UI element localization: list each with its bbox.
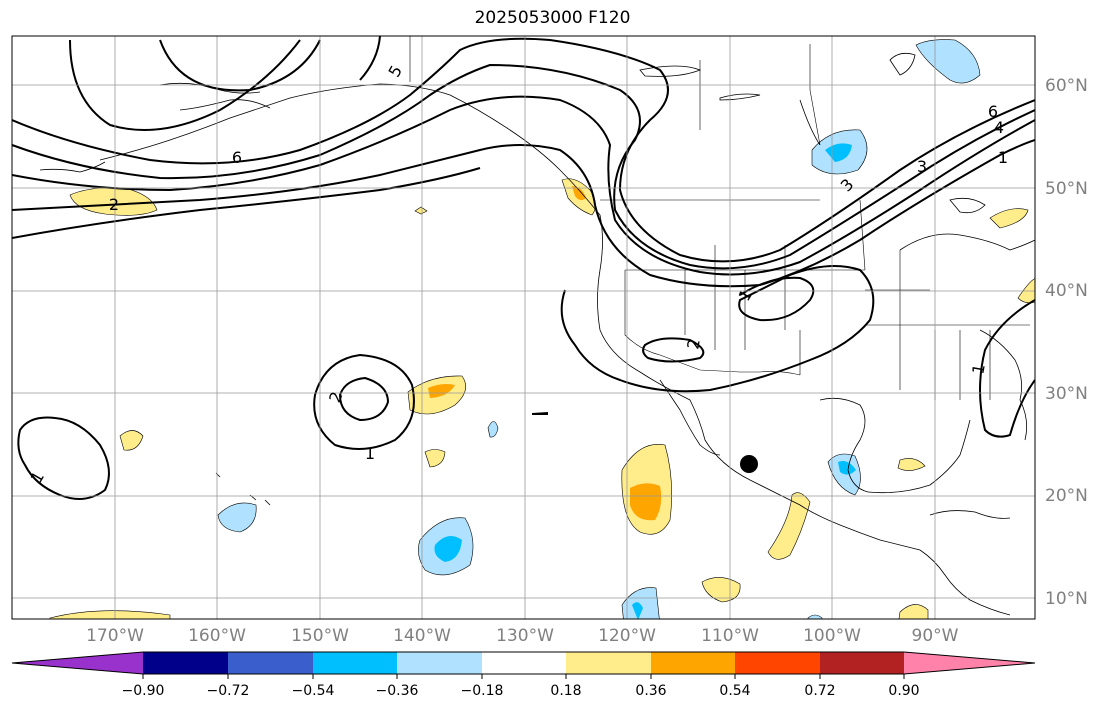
lat-label-60n: 60°N — [1045, 76, 1088, 96]
colorbar-tick-label: 0.36 — [635, 683, 667, 699]
colorbar-tick-label: 0.90 — [888, 683, 920, 699]
graticule — [12, 36, 1035, 619]
lat-label-40n: 40°N — [1045, 281, 1088, 301]
contour-label: 1 — [26, 468, 48, 486]
contour-label: 6 — [232, 148, 242, 167]
contour-label: 6 — [988, 102, 998, 121]
lat-label-30n: 30°N — [1045, 384, 1088, 404]
lon-label-170w: 170°W — [86, 626, 144, 646]
lon-label-130w: 130°W — [496, 626, 554, 646]
lon-label-90w: 90°W — [911, 626, 959, 646]
lat-label-20n: 20°N — [1045, 486, 1088, 506]
lon-label-120w: 120°W — [598, 626, 656, 646]
contour-lines — [12, 36, 1035, 500]
contour-label: 1 — [998, 148, 1008, 167]
map-title: 2025053000 F120 — [474, 8, 631, 28]
colorbar-tick-label: 0.18 — [550, 683, 582, 699]
contour-label: 1 — [968, 362, 988, 375]
colorbar-tick-label: −0.54 — [291, 683, 335, 699]
storm-center-marker — [740, 455, 758, 473]
lat-label-10n: 10°N — [1045, 589, 1088, 609]
lon-label-140w: 140°W — [393, 626, 451, 646]
map-frame — [11, 35, 1036, 620]
colorbar-tick-label: 0.54 — [719, 683, 751, 699]
contour-label: 1 — [365, 444, 375, 463]
colorbar-tick-label: −0.72 — [206, 683, 250, 699]
contour-label: 2 — [683, 337, 703, 350]
contour-label-group: 5 6 2 6 4 3 1 3 1 2 2 1 1 1 — [26, 62, 1008, 486]
contour-label: 3 — [917, 157, 927, 176]
coastlines — [39, 52, 1035, 616]
anomaly-shading — [49, 39, 1035, 619]
contour-label: 2 — [109, 195, 119, 214]
colorbar-tick-label: −0.90 — [121, 683, 165, 699]
contour-label: 3 — [837, 175, 858, 196]
lon-label-150w: 150°W — [291, 626, 349, 646]
lon-label-100w: 100°W — [803, 626, 861, 646]
lon-label-160w: 160°W — [188, 626, 246, 646]
lat-label-50n: 50°N — [1045, 179, 1088, 199]
colorbar-tick-label: 0.72 — [804, 683, 836, 699]
contour-label: 2 — [325, 389, 346, 405]
colorbar — [11, 651, 1036, 679]
colorbar-tick-label: −0.36 — [375, 683, 419, 699]
contour-label: 5 — [384, 62, 406, 80]
political-borders — [409, 36, 1030, 400]
lon-label-110w: 110°W — [701, 626, 759, 646]
contour-label: 4 — [994, 118, 1004, 137]
colorbar-tick-label: −0.18 — [460, 683, 504, 699]
